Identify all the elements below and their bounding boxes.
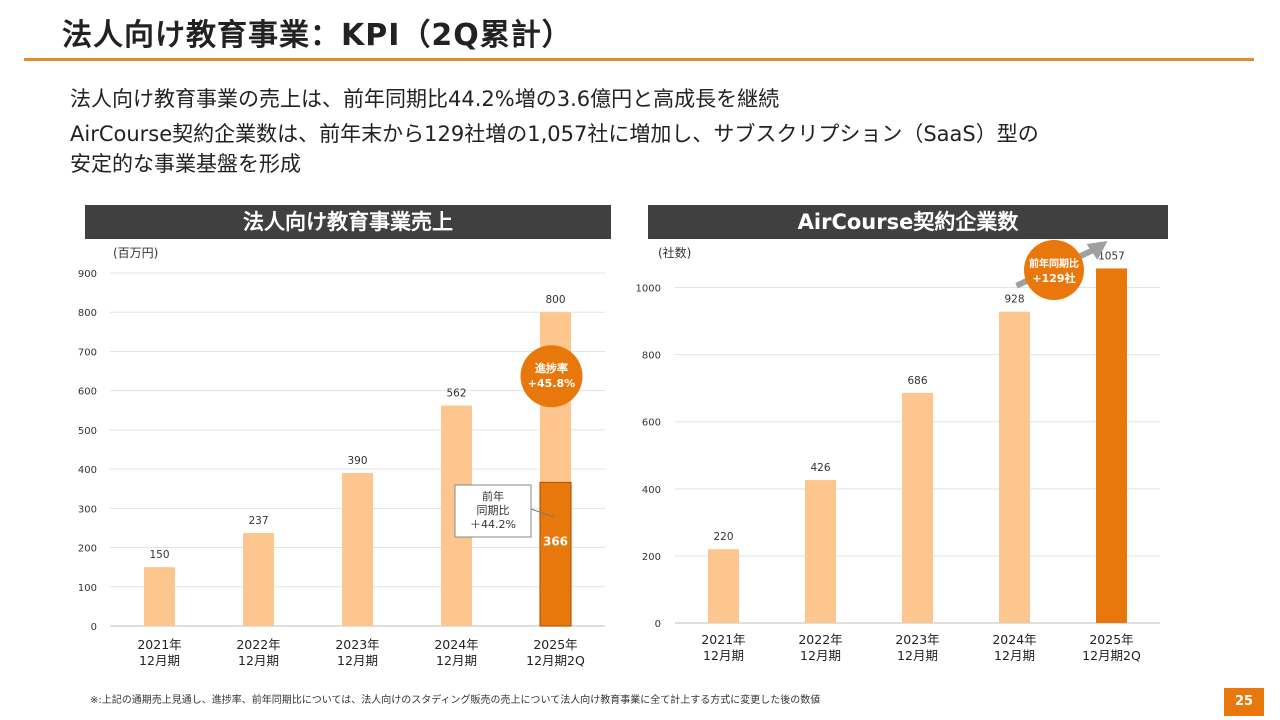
x-tick-label: 2021年: [701, 632, 745, 647]
bar-actual-2q: [539, 481, 572, 627]
progress-badge: [520, 345, 583, 408]
sales-chart-title: 法人向け教育事業売上: [85, 205, 611, 239]
x-tick-label: 12月期: [800, 648, 841, 663]
bar-value-label: 1057: [1098, 250, 1125, 262]
y-tick-label: 200: [78, 544, 97, 555]
bar-value-label: 562: [446, 388, 466, 400]
bar: [805, 480, 836, 623]
bar: [999, 311, 1030, 623]
bar: [144, 567, 175, 626]
yoy-badge-label: 前年同期比: [1029, 257, 1079, 270]
bar: [243, 533, 274, 626]
yoy-callout-text: 前年: [482, 489, 504, 503]
bar: [902, 392, 933, 623]
page-number: 25: [1224, 688, 1264, 716]
x-tick-label: 2021年: [137, 637, 181, 652]
yoy-leader-line: [530, 508, 554, 518]
summary-line-1: 法人向け教育事業の売上は、前年同期比44.2%増の3.6億円と高成長を継続: [70, 87, 780, 111]
yoy-badge-value: +129社: [1032, 271, 1075, 285]
x-tick-label: 2025年: [1089, 632, 1133, 647]
bar-value-label: 390: [347, 455, 367, 467]
bar-value-label: 686: [907, 375, 927, 387]
bar-value-label: 928: [1004, 294, 1024, 306]
y-tick-label: 900: [78, 269, 97, 280]
growth-arrow-head: [1086, 241, 1108, 260]
y-unit-label: (社数): [658, 245, 691, 260]
x-tick-label: 2022年: [798, 632, 842, 647]
bar-value-label: 426: [810, 462, 830, 474]
y-tick-label: 0: [655, 619, 661, 630]
x-tick-label: 12月期: [337, 653, 378, 668]
title-underline: [24, 58, 1254, 61]
bar: [342, 473, 373, 626]
x-tick-label: 12月期: [897, 648, 938, 663]
y-tick-label: 400: [642, 485, 661, 496]
y-tick-label: 1000: [636, 284, 661, 295]
y-tick-label: 0: [91, 622, 97, 633]
x-tick-label: 12月期: [994, 648, 1035, 663]
y-tick-label: 200: [642, 552, 661, 563]
bar-value-label: 150: [149, 549, 169, 561]
bar: [1096, 268, 1127, 623]
x-tick-label: 12月期: [139, 653, 180, 668]
x-tick-label: 12月期: [436, 653, 477, 668]
yoy-callout: [454, 484, 532, 538]
y-tick-label: 800: [642, 351, 661, 362]
yoy-callout-text: 同期比: [477, 504, 510, 517]
bar-value-label: 800: [545, 294, 565, 306]
bar: [708, 549, 739, 623]
x-tick-label: 2024年: [434, 637, 478, 652]
y-tick-label: 600: [642, 418, 661, 429]
x-tick-label: 2024年: [992, 632, 1036, 647]
x-tick-label: 12月期: [703, 648, 744, 663]
progress-badge-value: +45.8%: [528, 377, 575, 390]
clients-chart: (社数)020040060080010002202021年12月期4262022…: [636, 240, 1160, 663]
y-tick-label: 600: [78, 387, 97, 398]
y-tick-label: 400: [78, 465, 97, 476]
footnote: ※:上記の通期売上見通し、進捗率、前年同期比については、法人向けのスタディング販…: [90, 695, 821, 706]
x-tick-label: 2023年: [335, 637, 379, 652]
progress-badge-label: 進捗率: [535, 361, 568, 375]
y-tick-label: 800: [78, 308, 97, 319]
y-tick-label: 100: [78, 583, 97, 594]
y-tick-label: 700: [78, 347, 97, 358]
x-tick-label: 2022年: [236, 637, 280, 652]
sales-chart: (百万円) 0 100 200 300 400 500 600 700 800 900 150 2021…: [78, 246, 605, 668]
clients-chart-title: AirCourse契約企業数: [648, 205, 1168, 239]
y-tick-label: 300: [78, 504, 97, 515]
summary-line-2: AirCourse契約企業数は、前年末から129社増の1,057社に増加し、サブ…: [70, 122, 1039, 146]
yoy-badge: [1024, 240, 1084, 300]
page-title: 法人向け教育事業：KPI（2Q累計）: [62, 18, 573, 53]
bar-actual-2q-label: 366: [543, 535, 568, 549]
x-tick-label: 12月期: [238, 653, 279, 668]
y-unit-label: (百万円): [113, 246, 158, 260]
x-tick-label: 2025年: [533, 637, 577, 652]
y-tick-label: 500: [78, 426, 97, 437]
x-tick-label: 12月期2Q: [1082, 648, 1141, 663]
bar-value-label: 220: [713, 531, 733, 543]
x-tick-label: 2023年: [895, 632, 939, 647]
summary-line-3: 安定的な事業基盤を形成: [70, 152, 301, 176]
x-tick-label: 12月期2Q: [526, 653, 585, 668]
yoy-callout-text: ＋44.2%: [470, 518, 516, 531]
bar-value-label: 237: [248, 515, 268, 527]
